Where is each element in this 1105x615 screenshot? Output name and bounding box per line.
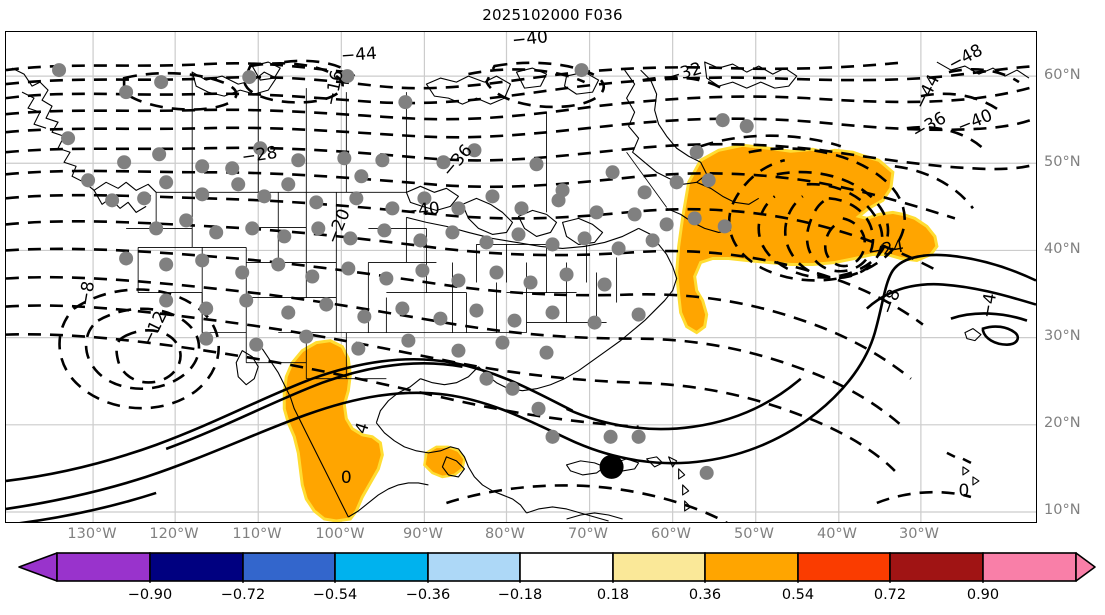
svg-text:0: 0 (959, 481, 970, 501)
svg-text:−36: −36 (909, 108, 950, 143)
four-contour (6, 357, 574, 483)
cb-tick-label-0: −0.90 (127, 587, 173, 603)
cb-tick-label-5: 0.18 (596, 587, 630, 603)
lat-label-10n: 10°N (1044, 502, 1081, 518)
cb-tick-label-8: 0.72 (873, 587, 907, 603)
colorbar-swatches (18, 552, 1096, 583)
cb-tick-label-1: −0.72 (220, 587, 266, 603)
lon-label-60w: 60°W (650, 526, 692, 542)
negative-contours (6, 59, 1036, 522)
svg-text:−4: −4 (977, 292, 1001, 320)
svg-text:−44: −44 (340, 44, 377, 66)
svg-text:−28: −28 (240, 143, 278, 168)
cb-band-2 (242, 552, 336, 582)
lon-label-40w: 40°W (816, 526, 858, 542)
cb-band-1 (149, 552, 244, 582)
svg-text:−40: −40 (403, 199, 441, 223)
colorbar-extend-left (18, 552, 58, 582)
lon-label-50w: 50°W (733, 526, 775, 542)
zero-contour (6, 253, 1036, 511)
colorbar-extend-right (1075, 552, 1096, 582)
cb-tick-label-4: −0.18 (497, 587, 543, 603)
mexico-shading (282, 339, 384, 522)
svg-text:−8: −8 (877, 287, 904, 317)
lon-label-80w: 80°W (484, 526, 526, 542)
station-dots (52, 63, 754, 480)
cb-tick-label-7: 0.54 (781, 587, 815, 603)
colorbar[interactable]: −0.90 −0.72 −0.54 −0.36 −0.18 0.18 0.36 … (5, 551, 1100, 611)
colorbar-ticks (149, 581, 984, 583)
cb-tick-label-6: 0.36 (688, 587, 722, 603)
storm-position-marker[interactable] (599, 454, 624, 479)
cb-band-7 (704, 552, 799, 582)
lon-label-70w: 70°W (567, 526, 609, 542)
cb-band-4 (427, 552, 521, 582)
lat-label-20n: 20°N (1044, 415, 1081, 431)
lon-label-130w: 130°W (67, 526, 117, 542)
lat-label-60n: 60°N (1044, 67, 1081, 83)
cb-band-8 (797, 552, 891, 582)
svg-text:−32: −32 (664, 59, 704, 88)
lon-label-120w: 120°W (149, 526, 199, 542)
coastlines (11, 61, 1030, 522)
positive-contours (6, 253, 1036, 522)
cb-tick-label-2: −0.54 (312, 587, 358, 603)
lon-label-110w: 110°W (232, 526, 282, 542)
lon-label-100w: 100°W (315, 526, 365, 542)
cb-band-6 (612, 552, 706, 582)
lat-label-30n: 30°N (1044, 328, 1081, 344)
svg-text:−40: −40 (955, 106, 996, 138)
cb-band-5 (519, 552, 614, 582)
cb-band-10 (982, 552, 1077, 582)
page-title: 2025102000 F036 (482, 6, 623, 24)
lat-label-40n: 40°N (1044, 241, 1081, 257)
lon-label-30w: 30°W (898, 526, 940, 542)
map-panel[interactable]: −44 −40 −16 −32 −48 −44 −40 −36 −28 −36 … (5, 31, 1037, 523)
cb-tick-label-9: 0.90 (966, 587, 1000, 603)
contour-labels: −44 −40 −16 −32 −48 −44 −40 −36 −28 −36 … (75, 32, 1001, 501)
map-canvas: −44 −40 −16 −32 −48 −44 −40 −36 −28 −36 … (6, 32, 1036, 522)
cb-tick-label-3: −0.36 (405, 587, 451, 603)
cb-band-3 (334, 552, 429, 582)
svg-text:0: 0 (341, 468, 352, 488)
lat-label-50n: 50°N (1044, 154, 1081, 170)
svg-text:−40: −40 (511, 32, 549, 51)
lon-label-90w: 90°W (402, 526, 444, 542)
svg-text:−16: −16 (321, 68, 348, 107)
cb-band-0 (56, 552, 151, 582)
cb-band-9 (889, 552, 984, 582)
svg-text:−8: −8 (75, 280, 99, 308)
